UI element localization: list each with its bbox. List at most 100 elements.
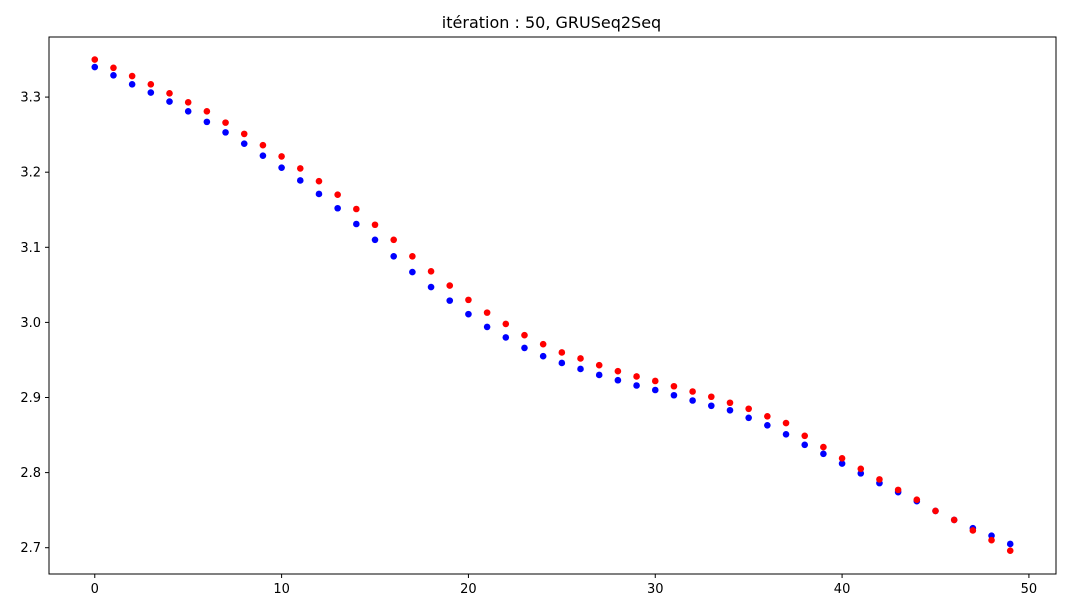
y-tick-label: 2.9 [20,391,41,406]
data-point [708,402,715,410]
x-tick-label: 10 [273,582,290,597]
data-point [745,405,752,413]
data-point [334,191,341,199]
data-point [820,443,827,451]
data-point [296,177,304,184]
data-point [184,99,192,106]
data-point [558,359,566,367]
data-point [1006,547,1014,555]
data-point [259,152,267,159]
data-point [820,450,827,458]
data-point [390,236,398,244]
data-point [988,536,995,544]
data-point [726,399,734,407]
chart-axes: 0 10 20 30 40 50 2.7 2.8 2.9 3.0 3.1 3.2 3.3 [20,36,1057,597]
data-point [465,296,472,304]
data-point [633,373,640,380]
data-point [427,268,435,275]
data-point [502,334,510,341]
data-point [278,153,285,160]
data-point [764,421,771,429]
data-point [969,527,977,534]
data-point [110,72,117,79]
x-tick-label: 30 [647,582,664,597]
data-point [782,431,790,438]
data-point [409,253,416,260]
data-point [147,89,155,96]
data-point [371,221,379,229]
x-tick-label: 0 [91,582,99,597]
data-point [670,391,678,399]
data-point [353,220,360,228]
plot-frame [48,36,1057,575]
data-point [801,441,809,449]
data-point [651,386,659,394]
y-tick-label: 3.2 [20,166,41,181]
data-point [353,205,360,213]
data-point [1006,540,1014,548]
data-point [296,165,304,172]
data-point [465,310,472,318]
data-point [539,352,547,360]
data-point [577,365,584,373]
data-point [203,118,211,126]
data-point [222,119,229,126]
y-tick-label: 2.8 [20,466,41,481]
data-point [166,90,173,97]
data-point [259,141,267,149]
data-point [502,320,510,328]
data-point [371,236,379,244]
data-point [764,412,771,420]
y-tick-label: 3.1 [20,241,41,256]
data-point [91,63,99,71]
data-point [222,129,229,136]
chart-title: itération : 50, GRUSeq2Seq [442,13,661,32]
data-point [446,282,454,289]
data-point [708,393,715,401]
data-point [240,130,248,138]
data-point [614,376,622,384]
data-point [932,507,939,515]
data-point [595,371,603,379]
y-tick-label: 3.3 [20,91,41,106]
data-point [950,516,958,524]
data-point [651,377,659,385]
data-point [595,361,603,369]
data-point [782,419,790,427]
data-point [801,432,809,440]
data-point [91,56,99,63]
data-point [110,64,117,72]
data-point [539,340,547,348]
data-point [894,486,902,494]
y-tick-label: 3.0 [20,316,41,331]
data-point [409,268,416,276]
data-point [670,382,678,390]
data-point [483,323,491,331]
data-point [857,465,865,473]
data-point [166,98,173,105]
x-tick-label: 40 [834,582,851,597]
data-point [838,460,846,467]
data-point [334,204,341,212]
data-point [427,283,435,291]
data-point [483,309,491,316]
data-point [689,388,696,395]
data-point [128,72,136,80]
data-point [614,367,622,375]
data-point [876,476,883,483]
data-point [558,349,566,356]
data-point [689,397,696,404]
data-point [726,406,734,414]
data-point [446,297,454,304]
data-point [240,140,248,147]
y-tick-label: 2.7 [20,541,41,556]
data-point [184,108,192,115]
data-point [521,344,528,352]
data-point [315,177,323,185]
data-point [278,164,285,171]
data-point [390,253,398,260]
data-point [913,496,921,503]
data-point [128,81,136,88]
